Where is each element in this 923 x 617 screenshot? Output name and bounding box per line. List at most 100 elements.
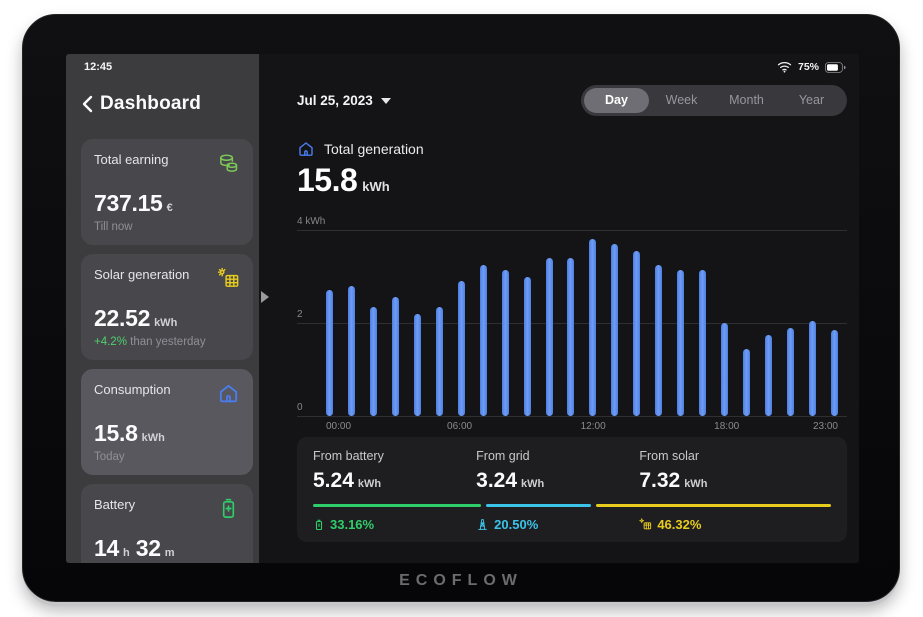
summary-value: 5.24 [313, 469, 354, 492]
y-tick-label: 0 [297, 402, 303, 413]
consumption-unit: kWh [141, 432, 165, 444]
card-consumption[interactable]: Consumption 15.8 kWh Today [81, 369, 253, 475]
solar-value: 22.52 [94, 305, 151, 331]
house-icon [219, 384, 238, 403]
summary-label: From battery [313, 449, 384, 463]
solar-delta: +4.2% [94, 336, 127, 348]
generation-bar[interactable] [369, 306, 377, 416]
generation-bar[interactable] [721, 323, 729, 416]
tab-month[interactable]: Month [729, 93, 764, 107]
summary-value: 7.32 [639, 469, 681, 492]
percent-value: 33.16% [330, 517, 375, 532]
generation-bar[interactable] [677, 269, 685, 416]
wifi-icon [777, 61, 792, 73]
generation-bar[interactable] [611, 243, 619, 416]
date-label: Jul 25, 2023 [297, 93, 373, 108]
source-summary-values: From battery 5.24 kWh From grid 3.24 kWh F… [313, 449, 831, 493]
generation-bar[interactable] [808, 320, 816, 416]
card-title: Battery [94, 497, 136, 512]
y-tick-label: 4 kWh [297, 216, 326, 227]
source-split-segment [595, 504, 831, 507]
generation-bar[interactable] [655, 264, 663, 416]
sidebar-collapse-handle[interactable] [261, 291, 269, 303]
app-screen: 12:45 Dashboard Total earning 737.15 € T… [66, 54, 859, 563]
coins-icon [220, 154, 238, 172]
power-grid-icon [478, 519, 487, 530]
generation-bar[interactable] [699, 269, 707, 416]
total-generation-value: 15.8 [297, 162, 358, 198]
period-tabs: Day Week Month Year [581, 85, 847, 116]
earning-sub: Till now [94, 221, 133, 233]
consumption-value: 15.8 [94, 420, 138, 446]
source-split-segment [313, 504, 482, 507]
generation-bar[interactable] [479, 264, 487, 416]
summary-unit: kWh [684, 478, 708, 490]
percent-value: 20.50% [494, 517, 539, 532]
earning-unit: € [166, 202, 173, 214]
summary-unit: kWh [357, 478, 382, 490]
generation-bar[interactable] [523, 276, 531, 416]
chart-x-labels: 00:00 06:00 12:00 18:00 23:00 [326, 421, 838, 437]
x-tick-label: 00:00 [326, 421, 352, 432]
generation-bar[interactable] [765, 334, 773, 416]
ecoflow-logo: ECOFLOW [399, 572, 523, 589]
tablet-frame: 12:45 Dashboard Total earning 737.15 € T… [22, 14, 900, 602]
generation-bar[interactable] [413, 313, 421, 416]
total-generation-value-row: 15.8 kWh [297, 162, 847, 206]
total-generation-unit: kWh [362, 179, 390, 194]
battery-hours: 14 [94, 535, 119, 561]
generation-bar[interactable] [633, 250, 641, 416]
source-split-segment [486, 504, 591, 507]
tab-day[interactable]: Day [584, 88, 649, 113]
x-tick-label: 23:00 [812, 421, 838, 432]
generation-bar[interactable] [787, 327, 795, 416]
status-battery-percent: 75% [797, 61, 819, 73]
generation-bar[interactable] [457, 281, 465, 416]
solar-percent: 46.32% [639, 517, 831, 532]
generation-chart: 4 kWh 2 0 00:00 06:00 12:00 18:00 23:00 [297, 216, 847, 432]
caret-down-icon [380, 97, 391, 104]
x-tick-label: 06:00 [447, 421, 473, 432]
battery-minutes-unit: m [164, 547, 175, 559]
card-title: Total earning [94, 152, 169, 167]
earning-value: 737.15 [94, 190, 163, 216]
main-panel: 75% Jul 25, 2023 Day Week Month Year Tot… [259, 54, 859, 563]
battery-hours-unit: h [122, 547, 130, 559]
back-button[interactable]: Dashboard [82, 93, 253, 115]
tab-year[interactable]: Year [798, 93, 825, 107]
solar-panel-icon [639, 518, 652, 530]
card-total-earning[interactable]: Total earning 737.15 € Till now [81, 139, 253, 245]
battery-icon [315, 519, 323, 530]
status-battery-icon [825, 61, 846, 73]
x-tick-label: 18:00 [714, 421, 740, 432]
generation-bar[interactable] [830, 329, 838, 416]
generation-bar[interactable] [326, 290, 333, 416]
percent-value: 46.32% [657, 517, 702, 532]
summary-value: 3.24 [476, 469, 518, 492]
card-solar-generation[interactable]: Solar generation 22.52 kWh +4.2% than ye… [81, 254, 253, 360]
generation-bar[interactable] [347, 285, 355, 416]
generation-bar[interactable] [391, 297, 399, 416]
solar-sub: +4.2% than yesterday [94, 336, 240, 348]
generation-bar[interactable] [589, 239, 597, 416]
generation-bar[interactable] [545, 257, 553, 416]
summary-from-battery: From battery 5.24 kWh [313, 449, 476, 493]
date-selector[interactable]: Jul 25, 2023 [297, 93, 391, 108]
generation-bar[interactable] [435, 306, 443, 416]
source-split-bar [313, 504, 831, 507]
card-battery[interactable]: Battery 14 h 32 m Est remaining time [81, 484, 253, 563]
solar-delta-suffix: than yesterday [126, 336, 206, 348]
chart-header: Jul 25, 2023 Day Week Month Year [297, 85, 847, 116]
summary-from-solar: From solar 7.32 kWh [639, 449, 831, 493]
page-title: Dashboard [100, 93, 202, 114]
tab-week[interactable]: Week [665, 93, 698, 107]
generation-bar[interactable] [567, 257, 575, 416]
summary-from-grid: From grid 3.24 kWh [476, 449, 639, 493]
solar-unit: kWh [154, 317, 178, 329]
grid-percent: 20.50% [476, 517, 639, 532]
generation-bar[interactable] [501, 269, 509, 416]
generation-bar[interactable] [743, 348, 751, 416]
sidebar: 12:45 Dashboard Total earning 737.15 € T… [66, 54, 259, 563]
sidebar-cards: Total earning 737.15 € Till now Solar ge… [81, 139, 253, 563]
summary-label: From grid [476, 449, 530, 463]
